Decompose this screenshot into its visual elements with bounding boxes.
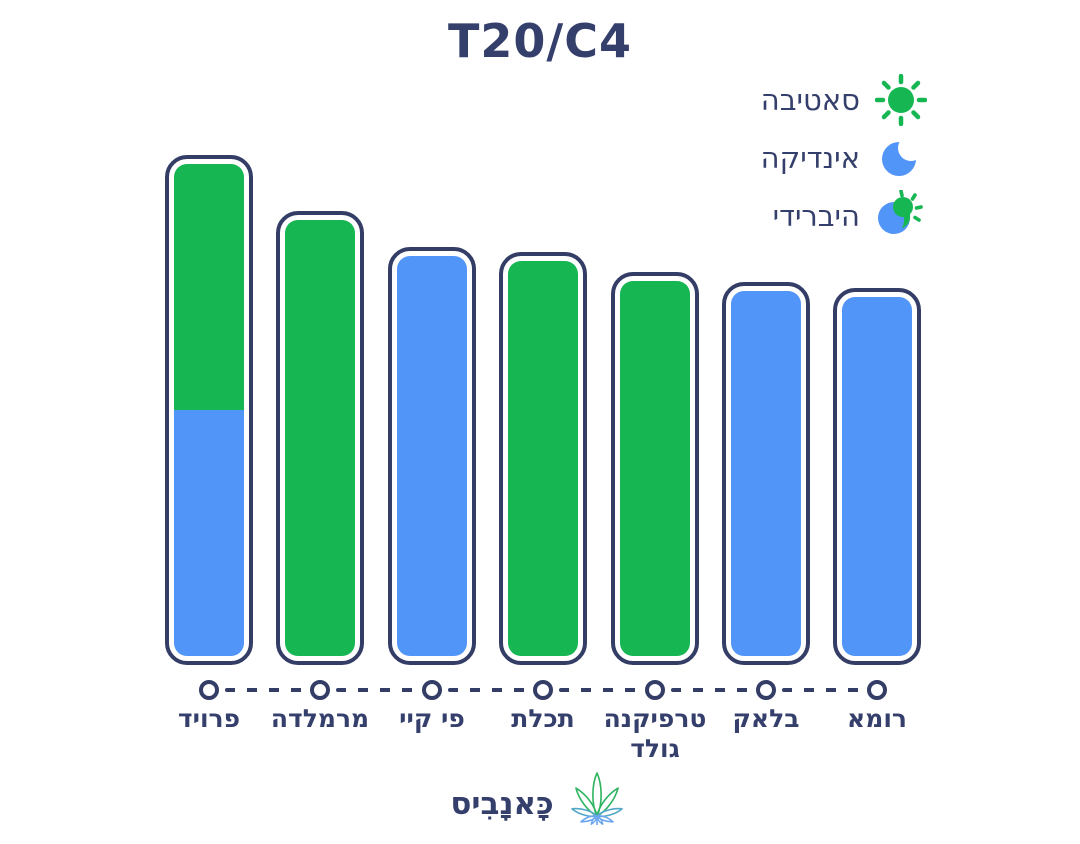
category-label: תכלת bbox=[511, 704, 575, 733]
bar-fill bbox=[508, 261, 578, 656]
bar bbox=[165, 155, 253, 665]
legend-label-sativa: סאטיבה bbox=[760, 83, 860, 117]
bar-fill bbox=[731, 291, 801, 656]
axis-dash bbox=[336, 688, 415, 692]
axis-marker bbox=[756, 680, 776, 700]
axis-dash bbox=[671, 688, 750, 692]
bar bbox=[722, 282, 810, 665]
bar bbox=[388, 247, 476, 665]
category-label: מרמלדה bbox=[270, 704, 370, 733]
moon-icon bbox=[874, 135, 928, 181]
bar-fill bbox=[174, 164, 244, 656]
axis-dash bbox=[782, 688, 861, 692]
brand-name: כָּאנָבִיס bbox=[450, 786, 554, 822]
category-label: פרויד bbox=[177, 704, 241, 733]
category-label: בלאק bbox=[732, 704, 800, 733]
cannabis-leaf-icon bbox=[564, 768, 630, 844]
category-label: רומא bbox=[847, 704, 907, 733]
category-label: טרפיקנה גולד bbox=[603, 704, 707, 763]
bar-fill bbox=[620, 281, 690, 656]
legend-item-indica: אינדיקה bbox=[761, 132, 928, 184]
axis-marker bbox=[310, 680, 330, 700]
legend-label-hybrid: היברידי bbox=[772, 199, 860, 233]
legend-item-sativa: סאטיבה bbox=[761, 74, 928, 126]
axis-marker bbox=[199, 680, 219, 700]
sun-moon-icon bbox=[874, 190, 928, 242]
axis-marker bbox=[422, 680, 442, 700]
axis-marker bbox=[867, 680, 887, 700]
legend-label-indica: אינדיקה bbox=[760, 141, 860, 175]
bar bbox=[276, 211, 364, 665]
bar bbox=[499, 252, 587, 665]
axis-marker bbox=[645, 680, 665, 700]
bar-fill bbox=[397, 256, 467, 656]
legend-item-hybrid: היברידי bbox=[761, 190, 928, 242]
axis-dash bbox=[448, 688, 527, 692]
bar-fill bbox=[842, 297, 912, 656]
axis-dash bbox=[225, 688, 304, 692]
axis-dash bbox=[559, 688, 638, 692]
bar bbox=[833, 288, 921, 665]
legend: סאטיבה אינדיקה bbox=[761, 74, 928, 242]
sun-icon bbox=[874, 74, 928, 126]
bar-segment-sativa bbox=[174, 164, 244, 410]
category-label: פי קיי bbox=[399, 704, 465, 733]
page-title: T20/C4 bbox=[448, 14, 632, 68]
bar bbox=[611, 272, 699, 665]
bar-fill bbox=[285, 220, 355, 656]
brand-footer: כָּאנָבִיס bbox=[0, 768, 1080, 844]
axis-marker bbox=[533, 680, 553, 700]
bar-segment-indica bbox=[174, 410, 244, 656]
